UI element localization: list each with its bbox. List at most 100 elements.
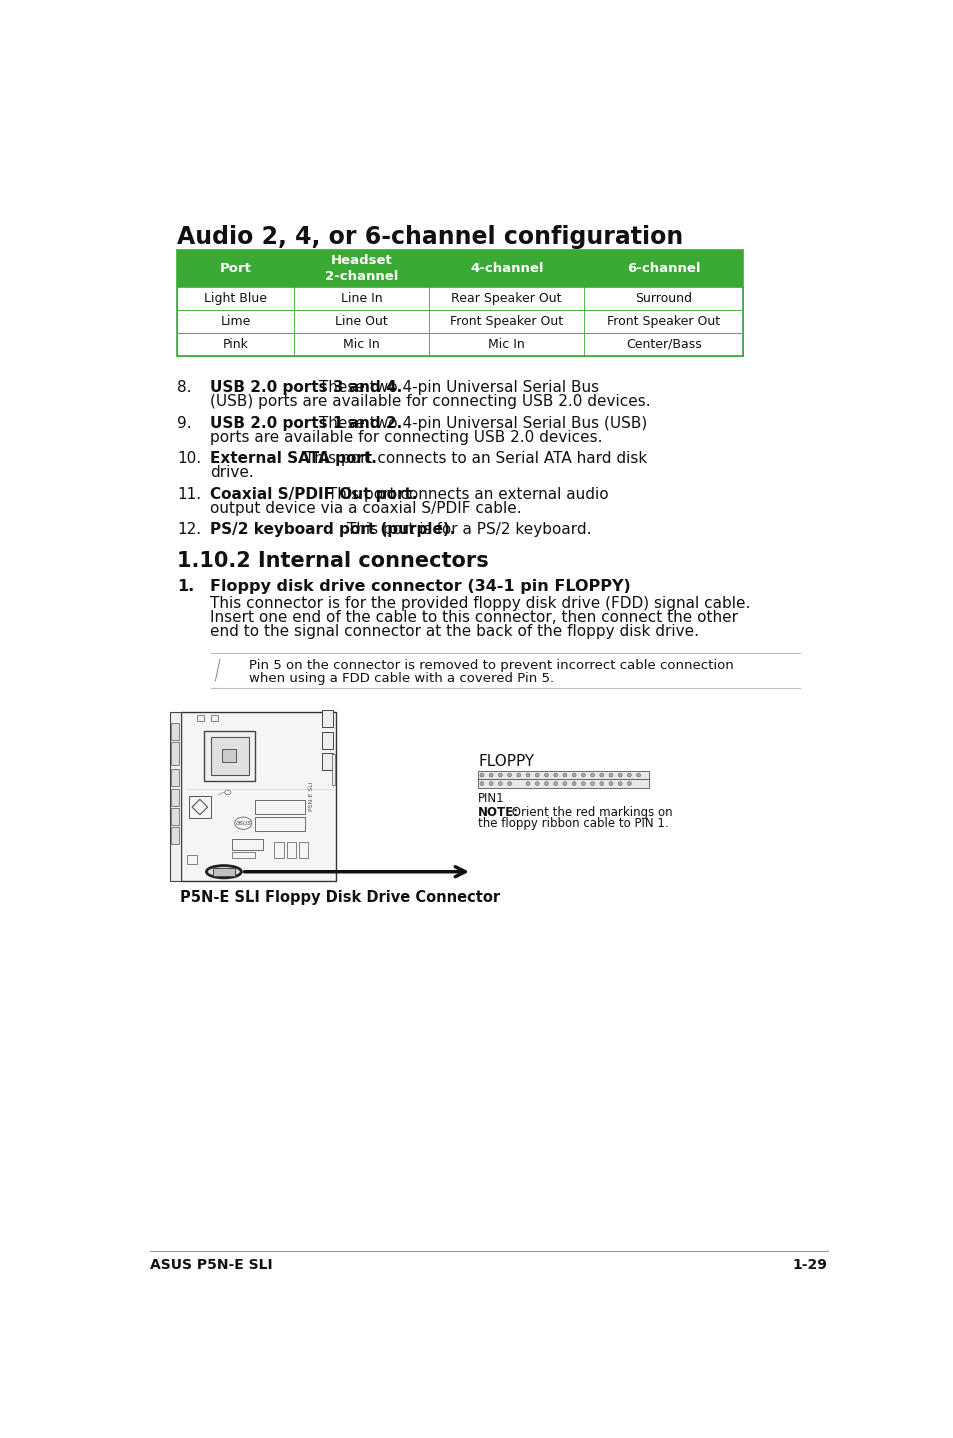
Bar [177,286,742,309]
Circle shape [590,774,594,777]
Bar [332,754,335,785]
Text: P5N-E SLI Floppy Disk Drive Connector: P5N-E SLI Floppy Disk Drive Connector [179,890,499,905]
Bar [254,817,305,831]
Bar [286,843,295,858]
Bar [222,749,236,762]
Text: Light Blue: Light Blue [204,292,267,305]
Bar [232,838,262,850]
Bar [177,309,742,332]
Circle shape [608,782,612,785]
Bar [171,788,179,805]
Text: Pin 5 on the connector is removed to prevent incorrect cable connection: Pin 5 on the connector is removed to pre… [249,659,734,672]
Bar [322,710,333,728]
Text: the floppy ribbon cable to PIN 1.: the floppy ribbon cable to PIN 1. [477,817,668,830]
Bar [204,731,254,781]
Ellipse shape [206,866,241,877]
Circle shape [572,782,576,785]
Bar [177,250,742,355]
Text: USB 2.0 ports 3 and 4.: USB 2.0 ports 3 and 4. [210,381,402,395]
Text: NOTE:: NOTE: [477,807,518,820]
Circle shape [479,782,483,785]
Circle shape [590,782,594,785]
Text: Insert one end of the cable to this connector, then connect the other: Insert one end of the cable to this conn… [210,610,738,626]
Bar [211,715,218,720]
Circle shape [535,774,538,777]
Text: This connector is for the provided floppy disk drive (FDD) signal cable.: This connector is for the provided flopp… [210,597,749,611]
Text: PIN1: PIN1 [477,792,504,805]
Text: 6-channel: 6-channel [626,262,700,275]
Circle shape [544,782,548,785]
Bar [177,250,742,286]
Bar [274,843,283,858]
Circle shape [525,774,530,777]
Circle shape [497,782,502,785]
Circle shape [618,782,621,785]
Circle shape [627,782,631,785]
Text: 8.: 8. [177,381,192,395]
Bar [189,797,211,818]
Bar [477,771,648,779]
Text: Line In: Line In [340,292,382,305]
Circle shape [507,782,511,785]
Circle shape [525,782,530,785]
Text: Pink: Pink [222,338,248,351]
Bar [171,742,179,765]
Circle shape [599,782,603,785]
Bar [254,800,305,814]
Text: 1.: 1. [177,580,194,594]
Text: 1-29: 1-29 [792,1258,827,1273]
Text: Center/Bass: Center/Bass [625,338,700,351]
Circle shape [553,782,558,785]
Text: 11.: 11. [177,486,201,502]
Circle shape [636,774,639,777]
Bar [211,736,249,775]
Circle shape [572,774,576,777]
Bar [232,851,254,858]
Text: Orient the red markings on: Orient the red markings on [507,807,672,820]
Circle shape [479,774,483,777]
Text: USB 2.0 ports 1 and 2.: USB 2.0 ports 1 and 2. [210,416,402,431]
Text: end to the signal connector at the back of the floppy disk drive.: end to the signal connector at the back … [210,624,699,638]
Text: External SATA port.: External SATA port. [210,452,376,466]
Text: Coaxial S/PDIF Out port.: Coaxial S/PDIF Out port. [210,486,417,502]
Circle shape [599,774,603,777]
Bar [213,869,234,876]
Polygon shape [215,772,226,794]
Text: Mic In: Mic In [488,338,524,351]
Bar [322,732,333,749]
Text: (USB) ports are available for connecting USB 2.0 devices.: (USB) ports are available for connecting… [210,394,650,410]
Text: 4-channel: 4-channel [470,262,543,275]
Circle shape [544,774,548,777]
Text: Lime: Lime [220,315,251,328]
Bar [298,843,308,858]
Bar [181,712,335,881]
Circle shape [489,782,493,785]
Text: Port: Port [219,262,252,275]
Bar [171,827,179,844]
Circle shape [608,774,612,777]
Text: PS/2 keyboard port (purple).: PS/2 keyboard port (purple). [210,522,455,538]
Bar [171,808,179,825]
Circle shape [627,774,631,777]
Text: 1.10.2 Internal connectors: 1.10.2 Internal connectors [177,551,489,571]
Text: This port is for a PS/2 keyboard.: This port is for a PS/2 keyboard. [342,522,591,538]
Text: These two 4-pin Universal Serial Bus (USB): These two 4-pin Universal Serial Bus (US… [314,416,646,431]
Text: 9.: 9. [177,416,192,431]
Text: Front Speaker Out: Front Speaker Out [450,315,562,328]
Text: Mic In: Mic In [343,338,379,351]
Bar [171,723,179,741]
Circle shape [580,782,584,785]
Text: This port connects to an Serial ATA hard disk: This port connects to an Serial ATA hard… [299,452,646,466]
Circle shape [517,774,520,777]
Circle shape [553,774,558,777]
Circle shape [580,774,584,777]
Text: Surround: Surround [635,292,692,305]
Bar [171,712,181,881]
Text: Front Speaker Out: Front Speaker Out [606,315,720,328]
Text: FLOPPY: FLOPPY [477,754,534,769]
Bar [477,779,648,788]
Bar [171,769,179,787]
Text: ports are available for connecting USB 2.0 devices.: ports are available for connecting USB 2… [210,430,601,444]
Text: ASUS P5N-E SLI: ASUS P5N-E SLI [150,1258,273,1273]
Text: This port connects an external audio: This port connects an external audio [323,486,608,502]
